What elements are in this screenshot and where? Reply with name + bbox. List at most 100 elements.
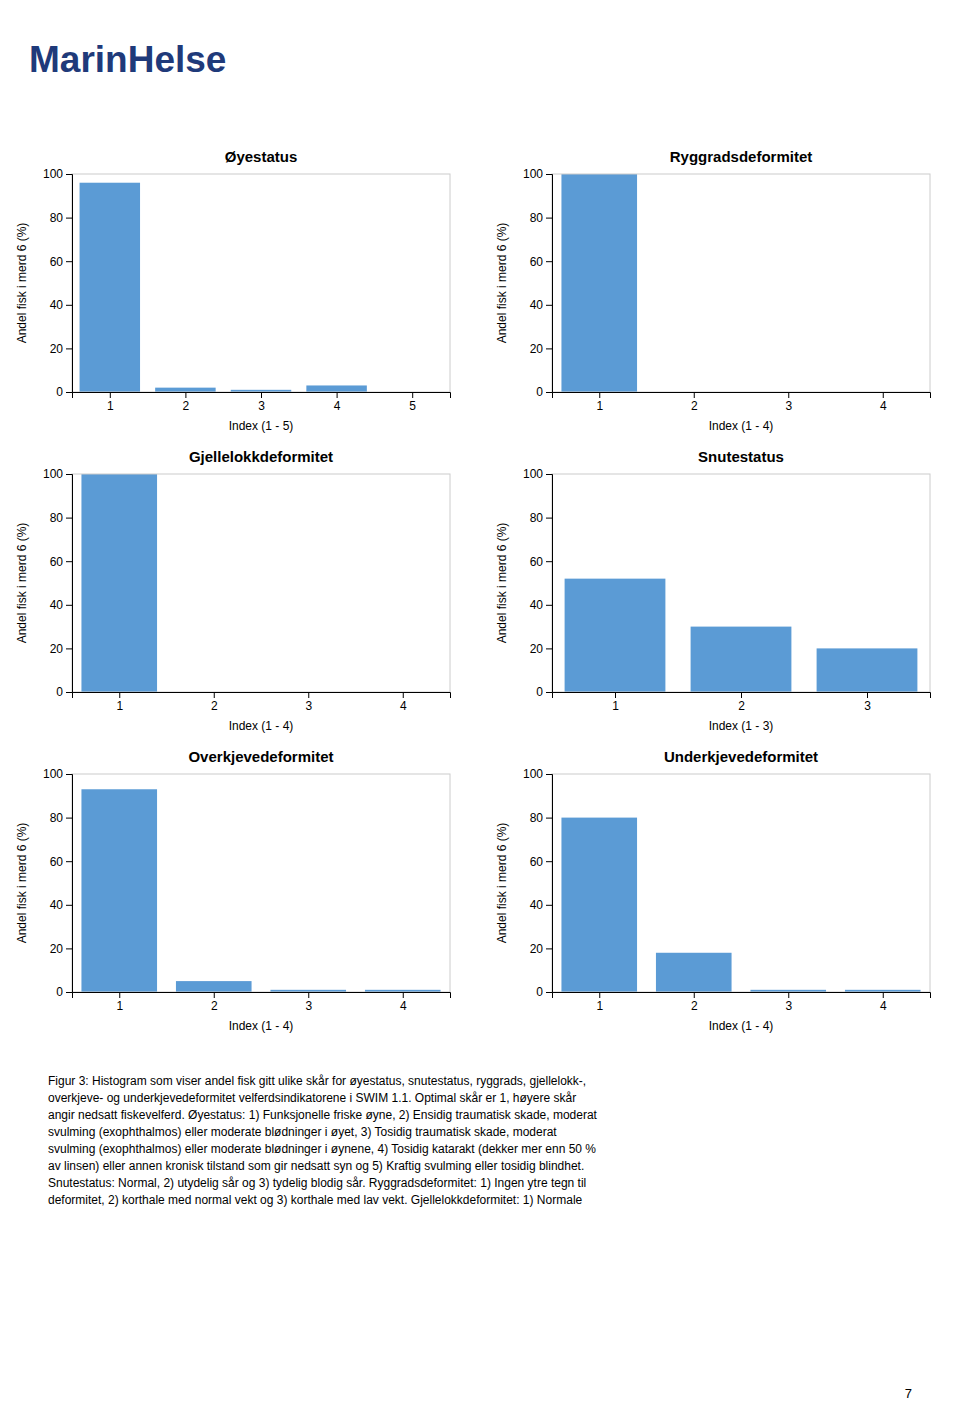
tick-mark bbox=[66, 348, 72, 349]
axis-line bbox=[546, 475, 553, 693]
tick-label: 80 bbox=[530, 211, 544, 225]
tick-mark bbox=[185, 392, 186, 398]
tick-mark bbox=[546, 905, 552, 906]
y-tick: 80 bbox=[530, 811, 552, 825]
axis-line bbox=[73, 393, 451, 399]
y-axis-title: Andel fisk i merd 6 (%) bbox=[495, 523, 509, 644]
tick-label: 4 bbox=[334, 399, 341, 413]
tick-mark bbox=[546, 818, 552, 819]
tick-mark bbox=[546, 692, 552, 693]
tick-mark bbox=[546, 605, 552, 606]
tick-mark bbox=[546, 348, 552, 349]
tick-mark bbox=[66, 648, 72, 649]
tick-label: 20 bbox=[50, 342, 64, 356]
chart-title: Snutestatus bbox=[698, 448, 784, 465]
bar bbox=[561, 818, 637, 992]
tick-label: 1 bbox=[107, 399, 114, 413]
tick-mark bbox=[546, 474, 552, 475]
tick-mark bbox=[546, 218, 552, 219]
caption-line: overkjeve- og underkjevedeformitet velfe… bbox=[48, 1091, 576, 1105]
tick-mark bbox=[66, 861, 72, 862]
axis-line bbox=[66, 775, 73, 993]
x-axis-title: Index (1 - 4) bbox=[709, 419, 774, 433]
x-axis: 123 bbox=[553, 692, 931, 713]
tick-mark bbox=[546, 948, 552, 949]
tick-mark bbox=[66, 561, 72, 562]
plot-frame bbox=[552, 774, 930, 992]
tick-label: 60 bbox=[530, 855, 544, 869]
axis-line bbox=[66, 175, 73, 393]
tick-label: 100 bbox=[43, 767, 63, 781]
tick-mark bbox=[883, 392, 884, 398]
axis-line bbox=[546, 175, 553, 393]
tick-mark bbox=[546, 774, 552, 775]
bars bbox=[565, 579, 918, 692]
tick-label: 40 bbox=[530, 598, 544, 612]
caption-line: svulming (exophthalmos) eller moderate b… bbox=[48, 1125, 557, 1139]
axis-line bbox=[73, 693, 451, 699]
tick-label: 20 bbox=[50, 942, 64, 956]
x-axis-title: Index (1 - 4) bbox=[709, 1019, 774, 1033]
tick-mark bbox=[599, 392, 600, 398]
x-tick: 2 bbox=[211, 692, 218, 713]
x-tick: 1 bbox=[596, 992, 603, 1013]
tick-mark bbox=[412, 392, 413, 398]
y-tick: 80 bbox=[50, 811, 72, 825]
bar bbox=[691, 627, 792, 692]
tick-mark bbox=[66, 692, 72, 693]
tick-label: 4 bbox=[880, 399, 887, 413]
chart-title: Overkjevedeformitet bbox=[188, 748, 333, 765]
tick-label: 60 bbox=[50, 555, 64, 569]
tick-label: 0 bbox=[56, 385, 63, 399]
x-tick: 3 bbox=[785, 392, 792, 413]
x-tick: 3 bbox=[785, 992, 792, 1013]
y-tick: 100 bbox=[523, 467, 552, 481]
tick-mark bbox=[546, 261, 552, 262]
tick-mark bbox=[883, 992, 884, 998]
tick-mark bbox=[615, 692, 616, 698]
logo: MarinHelse bbox=[29, 39, 226, 80]
tick-label: 20 bbox=[530, 642, 544, 656]
bar bbox=[155, 388, 215, 392]
axis-line bbox=[553, 693, 931, 699]
tick-mark bbox=[403, 692, 404, 698]
chart: 12345020406080100ØyestatusIndex (1 - 5)A… bbox=[15, 148, 451, 433]
chart: 1234020406080100UnderkjevedeformitetInde… bbox=[495, 748, 931, 1033]
y-tick: 0 bbox=[536, 385, 552, 399]
y-tick: 20 bbox=[50, 642, 72, 656]
x-tick: 4 bbox=[334, 392, 341, 413]
tick-label: 40 bbox=[50, 898, 64, 912]
x-tick: 3 bbox=[864, 692, 871, 713]
tick-mark bbox=[694, 392, 695, 398]
chart: 1234020406080100OverkjevedeformitetIndex… bbox=[15, 748, 451, 1033]
tick-label: 3 bbox=[785, 999, 792, 1013]
bar bbox=[306, 385, 366, 392]
page: MarinHelse12345020406080100ØyestatusInde… bbox=[0, 0, 960, 1422]
caption: Figur 3: Histogram som viser andel fisk … bbox=[48, 1074, 598, 1207]
y-tick: 100 bbox=[43, 767, 72, 781]
x-axis: 1234 bbox=[73, 992, 451, 1013]
x-tick: 2 bbox=[691, 992, 698, 1013]
tick-mark bbox=[546, 561, 552, 562]
plot-frame bbox=[72, 774, 450, 992]
tick-label: 80 bbox=[50, 811, 64, 825]
tick-mark bbox=[788, 392, 789, 398]
y-tick: 60 bbox=[50, 255, 72, 269]
tick-label: 2 bbox=[691, 399, 698, 413]
tick-label: 3 bbox=[305, 999, 312, 1013]
y-tick: 0 bbox=[56, 685, 72, 699]
x-axis: 12345 bbox=[73, 392, 451, 413]
x-tick: 2 bbox=[738, 692, 745, 713]
plot-frame bbox=[72, 474, 450, 692]
x-tick: 3 bbox=[305, 992, 312, 1013]
chart: 123020406080100SnutestatusIndex (1 - 3)A… bbox=[495, 448, 931, 733]
tick-mark bbox=[119, 692, 120, 698]
x-axis-title: Index (1 - 4) bbox=[229, 1019, 294, 1033]
tick-label: 2 bbox=[211, 999, 218, 1013]
page-number: 7 bbox=[905, 1386, 912, 1401]
y-tick: 40 bbox=[50, 898, 72, 912]
tick-mark bbox=[66, 605, 72, 606]
tick-mark bbox=[214, 692, 215, 698]
chart-title: Øyestatus bbox=[225, 148, 298, 165]
y-tick: 100 bbox=[43, 467, 72, 481]
